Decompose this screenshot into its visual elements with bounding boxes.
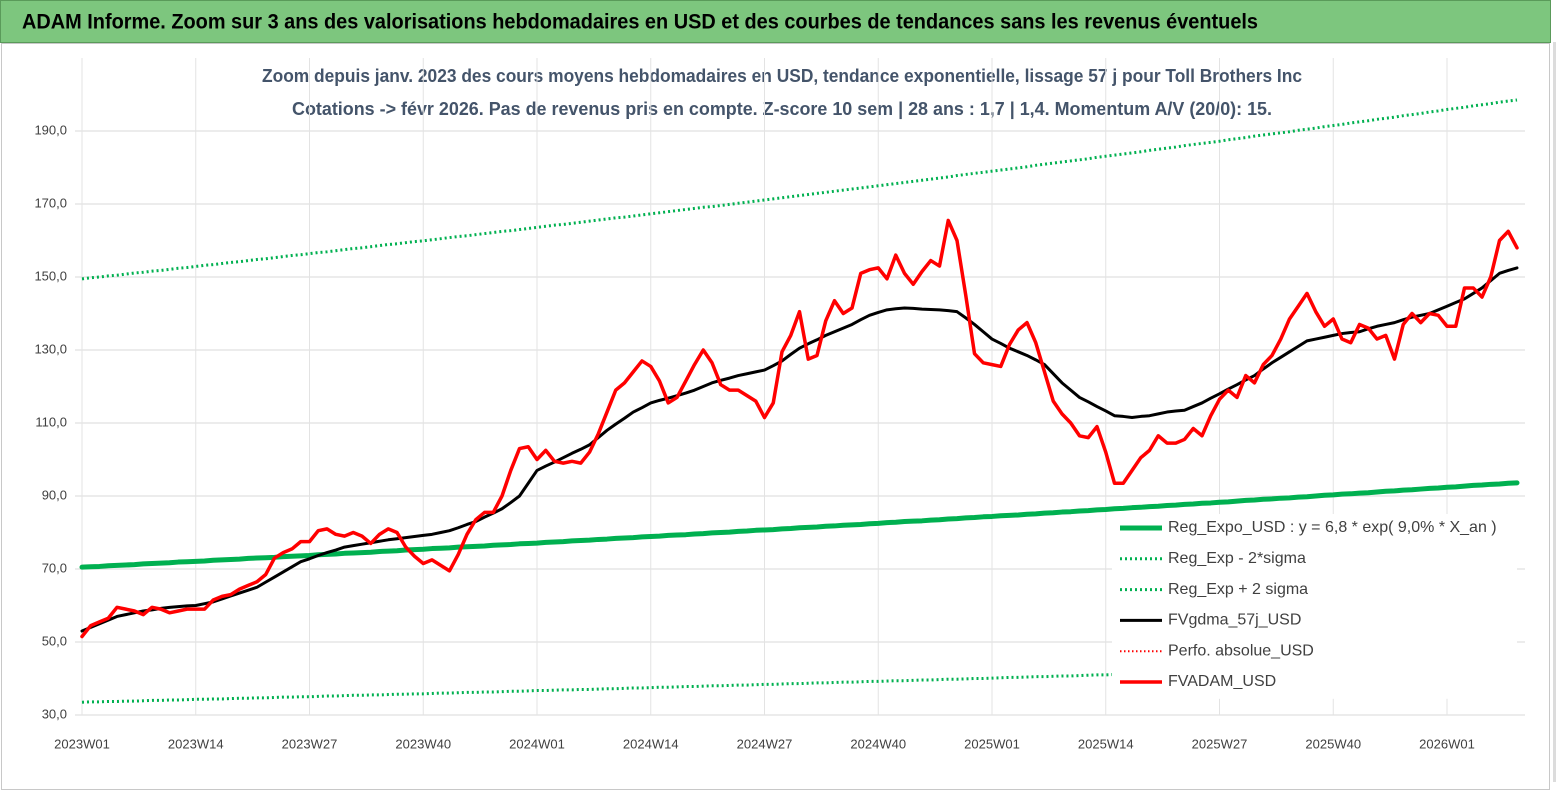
legend-label: Reg_Expo_USD : y = 6,8 * exp( 9,0% * X_a… xyxy=(1168,519,1497,536)
scroll-edge xyxy=(1553,42,1556,782)
legend-label: Perfo. absolue_USD xyxy=(1168,642,1314,659)
x-tick-label: 2025W14 xyxy=(1078,736,1134,751)
legend-label: FVADAM_USD xyxy=(1168,673,1276,690)
x-tick-label: 2025W27 xyxy=(1192,736,1248,751)
x-tick-label: 2024W01 xyxy=(509,736,565,751)
x-tick-label: 2023W40 xyxy=(395,736,451,751)
legend: Reg_Expo_USD : y = 6,8 * exp( 9,0% * X_a… xyxy=(1112,514,1517,699)
y-tick-label: 110,0 xyxy=(35,414,67,429)
x-tick-label: 2026W01 xyxy=(1419,736,1475,751)
x-tick-label: 2024W27 xyxy=(737,736,793,751)
chart-border xyxy=(1,43,1550,790)
series-line xyxy=(80,266,1519,633)
legend-label: Reg_Exp + 2 sigma xyxy=(1168,581,1308,598)
x-tick-label: 2025W01 xyxy=(964,736,1020,751)
x-tick-label: 2024W40 xyxy=(850,736,906,751)
x-tick-label: 2023W01 xyxy=(54,736,110,751)
x-tick-label: 2025W40 xyxy=(1305,736,1361,751)
y-tick-label: 90,0 xyxy=(42,487,67,502)
header-bar xyxy=(0,0,1551,43)
legend-label: FVgdma_57j_USD xyxy=(1168,612,1301,629)
x-tick-label: 2023W14 xyxy=(168,736,224,751)
x-tick-label: 2023W27 xyxy=(282,736,338,751)
y-tick-label: 150,0 xyxy=(34,268,67,283)
series-line xyxy=(80,218,1519,639)
legend-label: Reg_Exp - 2*sigma xyxy=(1168,550,1306,567)
y-tick-label: 190,0 xyxy=(34,122,67,137)
y-tick-label: 70,0 xyxy=(42,560,67,575)
legend-box xyxy=(1112,514,1517,699)
y-tick-label: 170,0 xyxy=(34,195,67,210)
y-tick-label: 30,0 xyxy=(42,706,67,721)
y-tick-label: 50,0 xyxy=(42,633,67,648)
series-line xyxy=(81,98,1518,281)
header-title: ADAM Informe. Zoom sur 3 ans des valoris… xyxy=(22,11,1258,34)
chart-title: Zoom depuis janv. 2023 des cours moyens … xyxy=(262,66,1302,86)
x-tick-label: 2024W14 xyxy=(623,736,679,751)
y-tick-label: 130,0 xyxy=(34,341,67,356)
chart-subtitle: Cotations -> févr 2026. Pas de revenus p… xyxy=(292,99,1272,119)
